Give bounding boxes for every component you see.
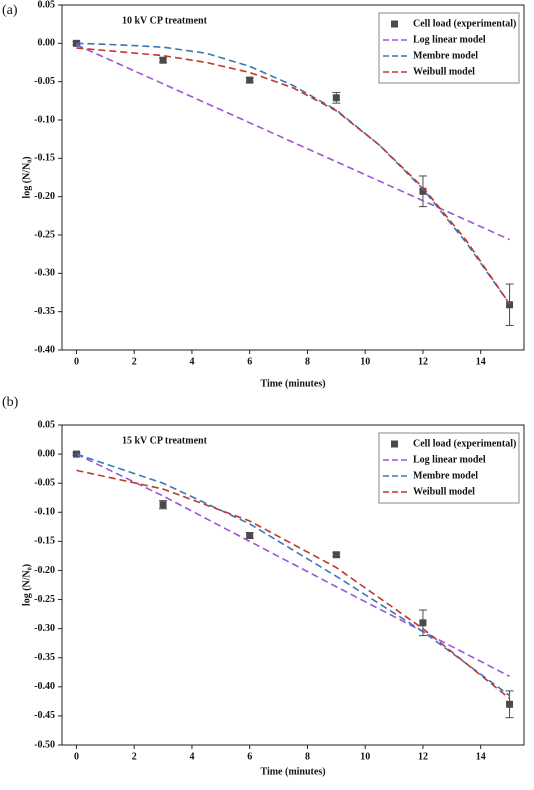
x-tick-label: 12	[418, 356, 428, 367]
y-tick-label: -0.30	[34, 268, 55, 279]
x-tick-label: 6	[247, 356, 252, 367]
y-tick-label: -0.25	[34, 594, 55, 605]
chart-title: 10 kV CP treatment	[122, 15, 208, 26]
y-tick-label: -0.20	[34, 191, 55, 202]
x-tick-label: 6	[247, 751, 252, 762]
x-tick-label: 10	[360, 751, 370, 762]
y-tick-label: -0.20	[34, 565, 55, 576]
x-axis-label: Time (minutes)	[260, 766, 325, 777]
data-point	[506, 700, 514, 708]
x-tick-label: 2	[132, 356, 137, 367]
x-tick-label: 14	[476, 751, 486, 762]
y-tick-label: -0.40	[34, 681, 55, 692]
y-tick-label: -0.25	[34, 229, 55, 240]
y-tick-label: -0.35	[34, 652, 55, 663]
data-point	[332, 94, 340, 102]
y-tick-label: -0.05	[34, 477, 55, 488]
model-line	[76, 47, 511, 305]
y-axis-label: log (N/N₀)	[21, 564, 32, 606]
legend-label: Membre model	[413, 50, 478, 61]
y-tick-label: -0.50	[34, 739, 55, 750]
x-tick-label: 4	[189, 356, 194, 367]
x-tick-label: 8	[305, 356, 310, 367]
model-line	[76, 453, 510, 678]
legend-label: Weibull model	[413, 66, 475, 77]
data-point	[246, 532, 254, 540]
model-line	[76, 453, 511, 697]
plot-frame	[61, 4, 525, 351]
y-tick-label: 0.00	[38, 38, 56, 49]
y-tick-label: 0.05	[38, 419, 56, 430]
y-tick-label: -0.15	[34, 536, 55, 547]
y-tick-label: 0.00	[38, 448, 56, 459]
y-tick-label: -0.05	[34, 76, 55, 87]
legend-label: Log linear model	[413, 454, 486, 465]
x-tick-label: 10	[360, 356, 370, 367]
data-point	[159, 56, 167, 64]
y-tick-label: -0.15	[34, 153, 55, 164]
chart-title: 15 kV CP treatment	[122, 435, 208, 446]
legend-box	[378, 12, 520, 84]
y-tick-label: -0.30	[34, 623, 55, 634]
model-line	[76, 42, 511, 305]
x-tick-label: 8	[305, 751, 310, 762]
model-line	[76, 469, 511, 700]
y-tick-label: -0.35	[34, 306, 55, 317]
legend-label: Membre model	[413, 470, 478, 481]
data-point	[246, 76, 254, 84]
legend-label: Cell load (experimental)	[413, 18, 516, 29]
x-tick-label: 12	[418, 751, 428, 762]
data-point	[506, 301, 514, 309]
y-tick-label: -0.10	[34, 507, 55, 518]
x-axis-label: Time (minutes)	[260, 378, 325, 389]
plot-frame	[61, 424, 525, 746]
y-tick-label: -0.40	[34, 344, 55, 355]
legend-label: Weibull model	[413, 486, 475, 497]
legend-marker	[391, 440, 398, 448]
x-tick-label: 14	[476, 356, 486, 367]
panel-label: (a)	[2, 3, 18, 18]
legend-marker	[391, 20, 398, 28]
data-point	[419, 619, 427, 627]
data-point	[419, 187, 427, 195]
x-tick-label: 0	[74, 751, 79, 762]
data-point	[159, 501, 167, 509]
model-line	[76, 44, 510, 241]
legend-label: Cell load (experimental)	[413, 438, 516, 449]
x-tick-label: 4	[189, 751, 194, 762]
legend-label: Log linear model	[413, 34, 486, 45]
data-point	[332, 551, 340, 559]
y-axis-label: log (N/N₀)	[21, 156, 32, 198]
y-tick-label: -0.45	[34, 710, 55, 721]
panel-label: (b)	[2, 395, 19, 410]
y-tick-label: 0.05	[38, 0, 56, 10]
x-tick-label: 0	[74, 356, 79, 367]
x-tick-label: 2	[132, 751, 137, 762]
y-tick-label: -0.10	[34, 114, 55, 125]
